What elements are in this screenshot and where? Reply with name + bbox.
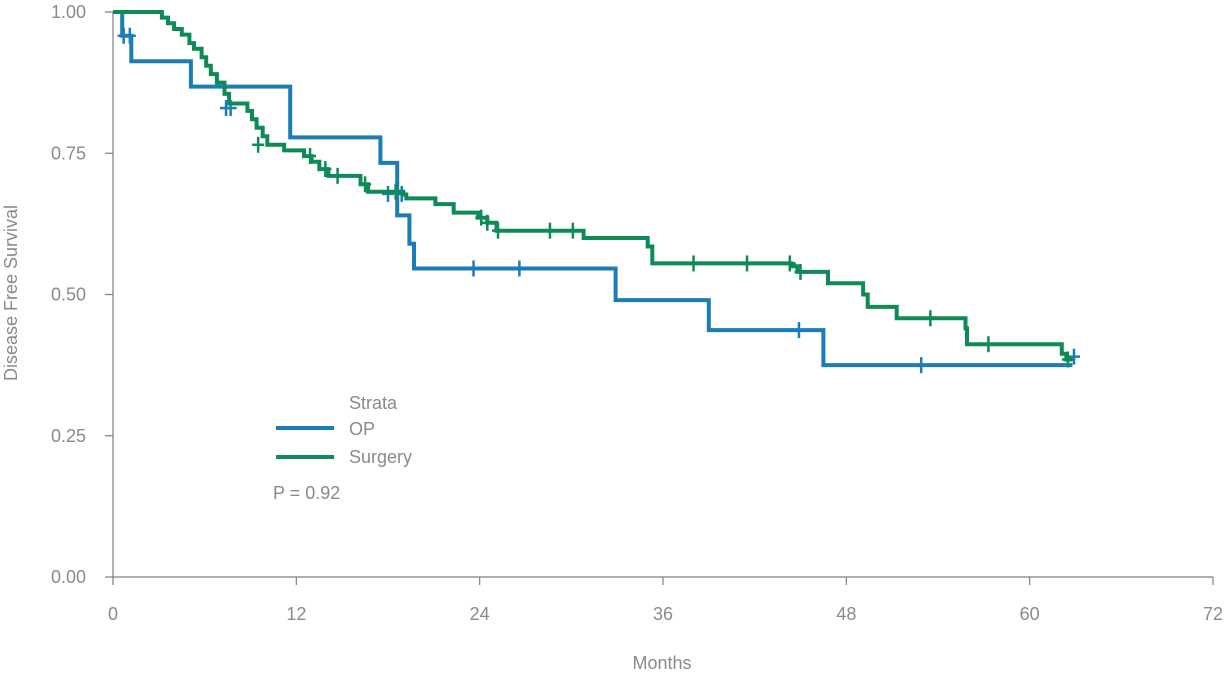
- x-tick-label: 60: [1020, 604, 1040, 624]
- x-tick-label: 0: [108, 604, 118, 624]
- survival-curve-op: [113, 10, 1073, 368]
- series-surgery: [113, 10, 1074, 368]
- x-tick-label: 24: [470, 604, 490, 624]
- axes: 0 12 24 36 48 60 72 0.00 0.25 0.50 0.75 1.00: [51, 2, 1223, 624]
- y-tick-label: 0.00: [51, 567, 86, 587]
- x-axis-title: Months: [632, 653, 691, 673]
- survival-curve-surgery: [113, 10, 1073, 362]
- p-value-annotation: P = 0.92: [273, 483, 340, 503]
- x-tick-label: 12: [286, 604, 306, 624]
- y-tick-label: 0.25: [51, 426, 86, 446]
- series-op: [113, 10, 1080, 374]
- x-tick-label: 36: [653, 604, 673, 624]
- legend: Strata OP Surgery P = 0.92: [273, 393, 412, 503]
- legend-label-surgery: Surgery: [349, 447, 412, 467]
- legend-label-op: OP: [349, 419, 375, 439]
- legend-title: Strata: [349, 393, 398, 413]
- y-axis-title: Disease Free Survival: [1, 205, 21, 381]
- y-tick-label: 0.50: [51, 285, 86, 305]
- y-tick-label: 0.75: [51, 143, 86, 163]
- series-layer: [113, 10, 1080, 374]
- x-tick-label: 72: [1203, 604, 1223, 624]
- x-tick-label: 48: [836, 604, 856, 624]
- y-tick-label: 1.00: [51, 2, 86, 22]
